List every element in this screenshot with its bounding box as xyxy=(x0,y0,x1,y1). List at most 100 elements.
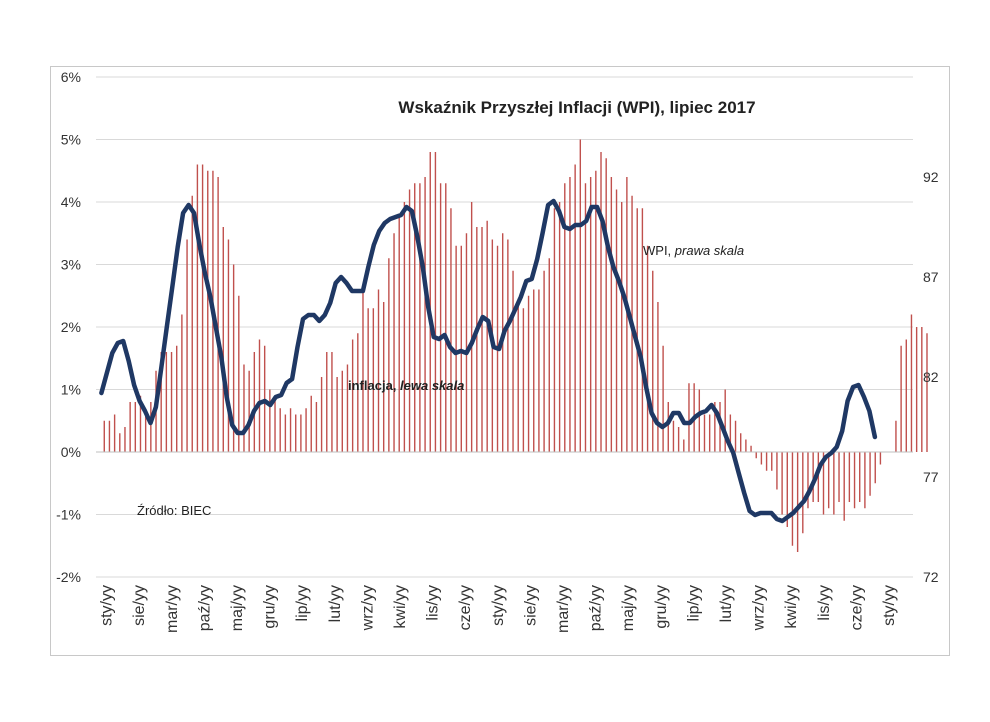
inflation-bar xyxy=(310,395,312,452)
inflation-bar xyxy=(760,452,763,465)
inflation-bar xyxy=(641,208,644,452)
x-tick-label: sty/yy xyxy=(99,585,116,626)
inflation-bar xyxy=(905,339,907,452)
inflation-bar xyxy=(812,452,814,502)
inflation-bar xyxy=(553,208,556,452)
inflation-bar xyxy=(279,408,281,452)
inflation-bar xyxy=(481,227,483,452)
inflation-bar xyxy=(367,308,369,452)
inflation-bar xyxy=(910,314,913,452)
inflation-bar xyxy=(486,220,488,452)
x-tick-label: lip/yy xyxy=(294,585,311,621)
chart-frame: -2% -1% 0% 1% 2% 3% 4% 5% 6% 72 77 82 87 92 sty/yy si… xyxy=(50,66,950,656)
inflation-bar xyxy=(703,414,706,452)
x-tick-label: lip/yy xyxy=(685,585,702,621)
x-tick-label: paź/yy xyxy=(588,585,605,631)
inflation-bar xyxy=(786,452,788,527)
inflation-bar xyxy=(548,258,550,452)
inflation-bar xyxy=(113,414,116,452)
x-tick-label: mar/yy xyxy=(555,585,572,633)
inflation-bar xyxy=(724,389,726,452)
x-tick-label: gru/yy xyxy=(262,585,279,629)
inflation-bar xyxy=(677,427,680,452)
inflation-bar xyxy=(895,420,897,452)
x-tick-label: wrz/yy xyxy=(751,585,768,631)
inflation-bar xyxy=(357,333,359,452)
right-tick-label: 92 xyxy=(923,169,939,185)
inflation-bar xyxy=(134,402,137,452)
inflation-annotation-label: inflacja, xyxy=(348,378,400,393)
inflation-bar xyxy=(455,245,457,452)
inflation-bar xyxy=(295,414,297,452)
x-tick-label: mar/yy xyxy=(164,585,181,633)
inflation-bar xyxy=(776,452,778,490)
inflation-bar xyxy=(160,352,162,452)
inflation-bar xyxy=(745,439,747,452)
inflation-bar xyxy=(734,420,737,452)
wpi-annotation: WPI, prawa skala xyxy=(643,243,744,258)
inflation-bar xyxy=(284,414,287,452)
wpi-line xyxy=(99,198,878,524)
inflation-bar xyxy=(843,452,845,521)
inflation-bar xyxy=(714,402,716,452)
inflation-bar xyxy=(827,452,830,509)
left-tick-label: 2% xyxy=(61,319,81,335)
inflation-bar xyxy=(129,402,131,452)
inflation-bar xyxy=(869,452,871,496)
x-tick-label: cze/yy xyxy=(457,585,474,630)
right-tick-label: 72 xyxy=(923,569,939,585)
inflation-bar xyxy=(672,420,675,452)
inflation-bar xyxy=(326,352,328,452)
inflation-bar xyxy=(424,177,426,452)
inflation-bar xyxy=(253,352,256,452)
inflation-bar xyxy=(595,170,597,452)
left-tick-label: -2% xyxy=(56,569,81,585)
inflation-bar xyxy=(300,414,302,452)
inflation-bar xyxy=(320,377,323,452)
inflation-bar xyxy=(636,208,638,452)
inflation-bar xyxy=(579,139,582,452)
x-tick-label: maj/yy xyxy=(620,585,637,631)
inflation-bar xyxy=(176,345,178,452)
inflation-bar xyxy=(305,408,307,452)
x-tick-label: gru/yy xyxy=(653,585,670,629)
inflation-bar xyxy=(538,289,540,452)
inflation-bar xyxy=(864,452,866,509)
inflation-bar xyxy=(610,177,613,452)
inflation-bar xyxy=(362,289,364,452)
inflation-bar xyxy=(802,452,804,534)
chart-title: Wskaźnik Przyszłej Inflacji (WPI), lipie… xyxy=(398,98,755,117)
inflation-bar xyxy=(186,239,188,452)
inflation-bar xyxy=(108,420,111,452)
wpi-annotation-label: WPI, xyxy=(643,243,675,258)
x-tick-label: kwi/yy xyxy=(392,585,409,629)
chart-canvas: -2% -1% 0% 1% 2% 3% 4% 5% 6% 72 77 82 87 92 sty/yy si… xyxy=(56,69,939,633)
inflation-annotation: inflacja, lewa skala xyxy=(348,378,464,393)
inflation-bar xyxy=(662,345,664,452)
right-tick-label: 77 xyxy=(923,469,939,485)
inflation-bar xyxy=(652,270,654,452)
left-tick-label: 6% xyxy=(61,69,81,85)
inflation-bar xyxy=(574,164,576,452)
inflation-bar xyxy=(238,295,240,452)
left-tick-label: 1% xyxy=(61,382,81,398)
inflation-bar xyxy=(683,439,685,452)
inflation-annotation-scale: lewa skala xyxy=(400,378,464,393)
inflation-bar xyxy=(512,270,514,452)
inflation-bar xyxy=(258,339,261,452)
inflation-bar xyxy=(398,214,400,452)
left-tick-label: 3% xyxy=(61,257,81,273)
inflation-bar xyxy=(755,452,757,459)
x-tick-label: wrz/yy xyxy=(359,585,376,631)
inflation-bar xyxy=(388,258,390,452)
source-note: Źródło: BIEC xyxy=(137,503,211,518)
inflation-bar xyxy=(150,402,152,452)
inflation-bar xyxy=(507,239,509,452)
inflation-bar xyxy=(533,289,535,452)
x-tick-label: lis/yy xyxy=(816,585,833,621)
left-tick-label: 4% xyxy=(61,194,81,210)
inflation-bar xyxy=(170,352,173,452)
inflation-bar xyxy=(859,452,861,502)
inflation-bar xyxy=(103,420,105,452)
inflation-bar xyxy=(771,452,773,471)
